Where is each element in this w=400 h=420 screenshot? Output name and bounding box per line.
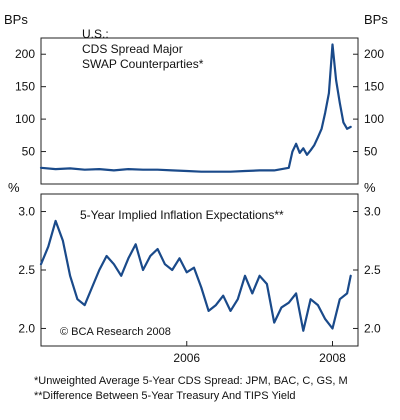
bottom-left-unit-label: %: [8, 180, 20, 195]
y-tick-label-left-1-1: 2.5: [18, 263, 35, 277]
series-lines-group: [39, 43, 352, 332]
top-panel-frame: [40, 37, 359, 185]
top-axis-group: 50 50 100 100 150 150 200 200: [15, 47, 384, 158]
x-axis-group: 2006 2008: [173, 341, 346, 365]
y-tick-label-left-1-0: 2.0: [18, 321, 35, 335]
y-tick-label-left-0-3: 200: [15, 47, 35, 61]
y-tick-label-right-1-0: 2.0: [364, 321, 381, 335]
series-line-1-0: [39, 219, 352, 332]
y-tick-label-right-0-0: 50: [364, 145, 378, 159]
y-tick-label-left-0-0: 50: [22, 145, 36, 159]
top-left-unit-label: BPs: [4, 12, 28, 27]
bottom-panel-title: 5-Year Implied Inflation Expectations**: [80, 208, 284, 222]
y-tick-label-right-0-2: 150: [364, 80, 384, 94]
y-tick-label-right-0-3: 200: [364, 47, 384, 61]
x-tick-label-1: 2008: [319, 351, 346, 365]
y-tick-label-right-1-1: 2.5: [364, 263, 381, 277]
series-line-0-0: [39, 43, 352, 173]
footnote-1: *Unweighted Average 5-Year CDS Spread: J…: [34, 375, 348, 387]
top-panel-subtitle-line-2: SWAP Counterparties*: [82, 57, 204, 71]
y-tick-label-left-0-2: 150: [15, 80, 35, 94]
footnote-2: **Difference Between 5-Year Treasury And…: [34, 390, 296, 402]
top-panel-title: U.S.:: [82, 27, 109, 41]
x-tick-label-0: 2006: [173, 351, 200, 365]
bottom-axis-group: 2.0 2.0 2.5 2.5 3.0 3.0: [18, 205, 381, 336]
copyright-annotation: © BCA Research 2008: [60, 326, 171, 338]
y-tick-label-right-0-1: 100: [364, 112, 384, 126]
top-panel-subtitle-line-1: CDS Spread Major: [82, 42, 183, 56]
y-tick-label-left-1-2: 3.0: [18, 205, 35, 219]
y-tick-label-right-1-2: 3.0: [364, 205, 381, 219]
y-tick-label-left-0-1: 100: [15, 112, 35, 126]
top-right-unit-label: BPs: [364, 12, 388, 27]
bottom-right-unit-label: %: [364, 180, 376, 195]
